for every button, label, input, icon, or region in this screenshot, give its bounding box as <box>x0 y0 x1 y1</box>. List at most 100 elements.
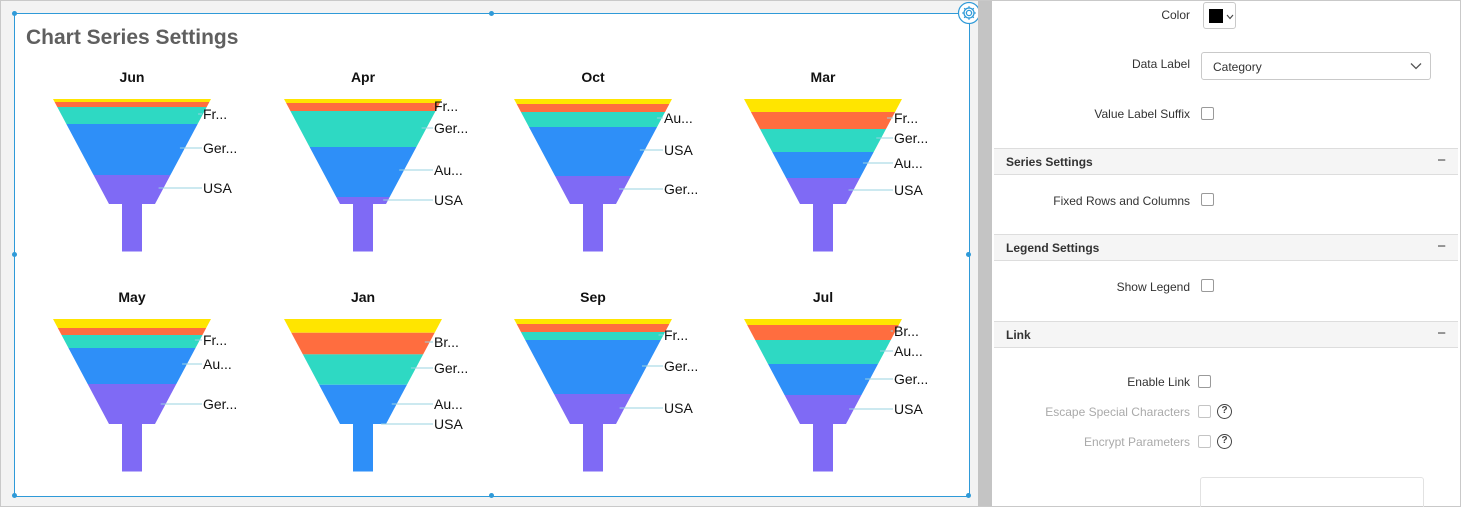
parameter-input-box[interactable] <box>1200 477 1424 507</box>
funnel-chart-sep[interactable]: Sep Fr... Ger... USA <box>514 289 698 472</box>
funnel-segment[interactable] <box>555 176 631 204</box>
funnel-segment[interactable] <box>516 324 670 332</box>
collapse-icon[interactable]: − <box>1437 152 1446 169</box>
resize-handle-top-center[interactable] <box>489 11 494 16</box>
legend-settings-header[interactable]: Legend Settings − <box>994 234 1458 261</box>
data-label: Fr... <box>894 110 918 126</box>
data-label: Fr... <box>203 332 227 348</box>
funnel-segment[interactable] <box>514 319 672 324</box>
resize-handle-bottom-center[interactable] <box>489 493 494 498</box>
funnel-segment[interactable] <box>760 129 886 152</box>
funnel-neck[interactable] <box>122 203 142 252</box>
funnel-chart-apr[interactable]: Apr Fr... Ger... Au... USA <box>284 69 468 252</box>
funnel-segment[interactable] <box>57 107 207 124</box>
resize-handle-bottom-right[interactable] <box>966 493 971 498</box>
funnel-segment[interactable] <box>525 340 661 394</box>
data-label: Br... <box>894 323 919 339</box>
data-label: USA <box>894 401 923 417</box>
funnel-chart-oct[interactable]: Oct Au... USA Ger... <box>514 69 698 252</box>
help-icon[interactable]: ? <box>1217 434 1232 449</box>
funnel-segment[interactable] <box>747 325 899 340</box>
series-settings-header[interactable]: Series Settings − <box>994 148 1458 175</box>
funnel-neck[interactable] <box>583 423 603 472</box>
data-label: Au... <box>894 343 923 359</box>
collapse-icon[interactable]: − <box>1437 325 1446 342</box>
section-title: Legend Settings <box>1006 241 1100 255</box>
funnel-segment[interactable] <box>744 319 902 325</box>
funnel-segment[interactable] <box>290 111 436 147</box>
resize-handle-middle-right[interactable] <box>966 252 971 257</box>
chart-title: Sep <box>580 289 606 305</box>
data-label: Au... <box>434 396 463 412</box>
funnel-neck[interactable] <box>583 203 603 252</box>
funnel-segment[interactable] <box>68 348 196 384</box>
funnel-segment[interactable] <box>520 332 666 340</box>
chart-title: Apr <box>351 69 376 85</box>
funnel-segment[interactable] <box>750 112 896 129</box>
help-icon[interactable]: ? <box>1217 404 1232 419</box>
funnel-segment[interactable] <box>520 112 666 127</box>
data-label: Au... <box>203 356 232 372</box>
funnel-neck[interactable] <box>353 423 373 472</box>
funnel-chart-jan[interactable]: Jan Br... Ger... Au... USA <box>284 289 468 472</box>
funnel-segment[interactable] <box>309 147 417 197</box>
data-label-dropdown[interactable]: Category <box>1201 52 1431 80</box>
funnel-segment[interactable] <box>284 99 442 103</box>
funnel-neck[interactable] <box>122 423 142 472</box>
chart-widget[interactable]: Chart Series Settings Jun Fr... Ger... USA A… <box>14 13 970 497</box>
funnel-chart-mar[interactable]: Mar Fr... Ger... Au... USA <box>744 69 928 252</box>
show-legend-checkbox[interactable] <box>1201 279 1214 292</box>
collapse-icon[interactable]: − <box>1437 238 1446 255</box>
chart-title: May <box>118 289 145 305</box>
color-picker[interactable] <box>1203 2 1236 29</box>
data-label: USA <box>434 192 463 208</box>
funnel-segment[interactable] <box>554 394 632 424</box>
resize-handle-top-left[interactable] <box>12 11 17 16</box>
resize-handle-middle-left[interactable] <box>12 252 17 257</box>
funnel-segment[interactable] <box>768 364 878 395</box>
link-header[interactable]: Link − <box>994 321 1458 348</box>
funnel-segment[interactable] <box>784 395 862 424</box>
encrypt-parameters-checkbox[interactable] <box>1198 435 1211 448</box>
funnel-segment[interactable] <box>514 99 672 104</box>
funnel-segment[interactable] <box>772 152 874 178</box>
funnel-neck[interactable] <box>813 203 833 252</box>
funnel-segment[interactable] <box>336 197 390 204</box>
funnel-segment[interactable] <box>93 175 171 204</box>
properties-panel: Color Data Label Category Value Label Su… <box>992 1 1460 507</box>
funnel-segment[interactable] <box>302 354 424 385</box>
funnel-chart-jun[interactable]: Jun Fr... Ger... USA <box>53 69 237 252</box>
funnel-segment[interactable] <box>291 332 435 355</box>
resize-handle-bottom-left[interactable] <box>12 493 17 498</box>
funnel-chart-jul[interactable]: Jul Br... Au... Ger... USA <box>744 289 928 472</box>
funnel-segment[interactable] <box>53 319 211 328</box>
funnel-segment[interactable] <box>87 384 177 424</box>
funnel-segment[interactable] <box>528 127 658 176</box>
escape-special-characters-label: Escape Special Characters <box>1045 405 1190 419</box>
funnel-segment[interactable] <box>284 319 442 333</box>
funnel-segment[interactable] <box>57 328 207 335</box>
funnel-neck[interactable] <box>353 203 373 252</box>
funnel-segment[interactable] <box>61 335 203 348</box>
funnel-segment[interactable] <box>54 102 210 107</box>
funnel-segment[interactable] <box>319 384 407 424</box>
fixed-rows-columns-checkbox[interactable] <box>1201 193 1214 206</box>
funnel-segment[interactable] <box>66 124 198 175</box>
funnel-segment[interactable] <box>744 99 902 112</box>
funnel-segment[interactable] <box>786 178 860 204</box>
funnel-neck[interactable] <box>813 423 833 472</box>
data-label: Au... <box>434 162 463 178</box>
escape-special-characters-checkbox[interactable] <box>1198 405 1211 418</box>
funnel-chart-may[interactable]: May Fr... Au... Ger... <box>53 289 237 472</box>
data-label: Ger... <box>434 120 468 136</box>
funnel-segment[interactable] <box>53 99 211 102</box>
color-swatch <box>1209 9 1223 23</box>
funnel-segment[interactable] <box>755 340 891 364</box>
widget-title: Chart Series Settings <box>26 26 239 49</box>
funnel-segment[interactable] <box>516 104 670 112</box>
panel-splitter[interactable] <box>978 1 992 506</box>
enable-link-checkbox[interactable] <box>1198 375 1211 388</box>
value-label-suffix-checkbox[interactable] <box>1201 107 1214 120</box>
data-label: Au... <box>664 110 693 126</box>
funnel-segment[interactable] <box>286 103 440 111</box>
